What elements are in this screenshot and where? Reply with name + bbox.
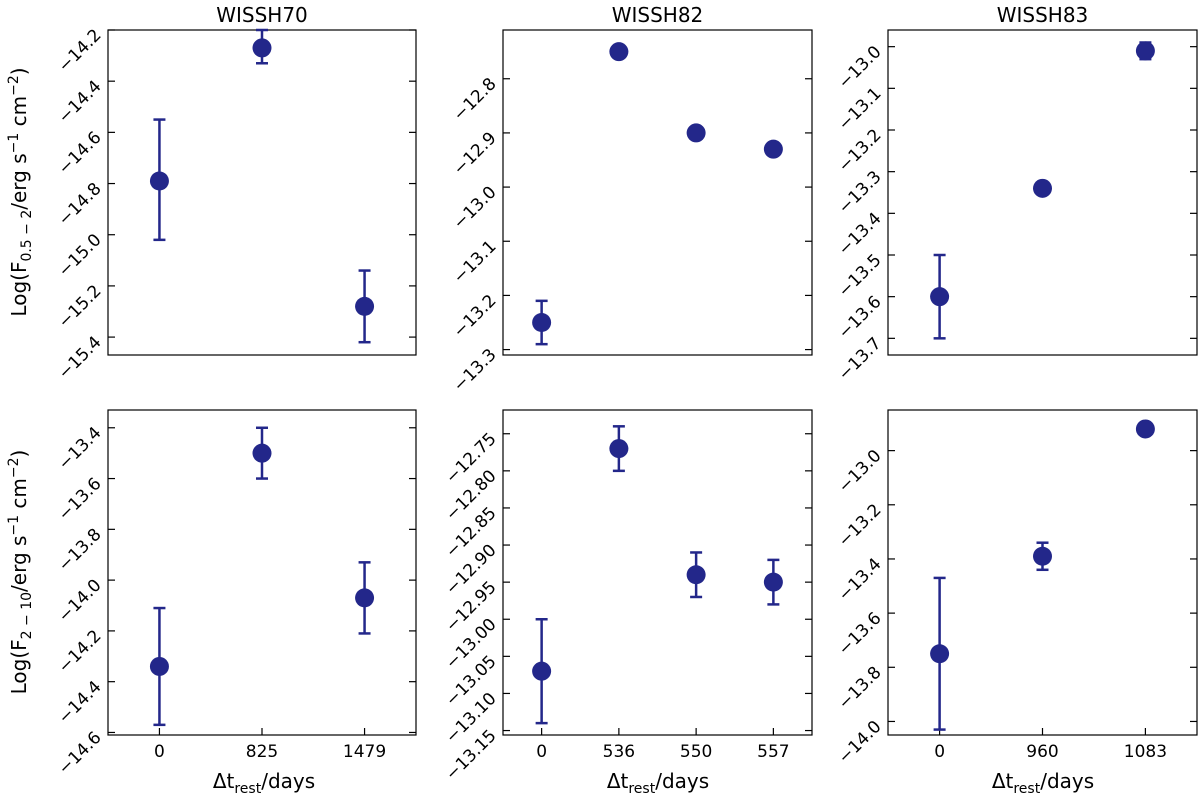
y-tick-label: −14.6 — [55, 128, 106, 179]
panel-3: −13.4−13.6−13.8−14.0−14.2−14.4−14.6 0 825 1… — [55, 409, 417, 779]
data-point — [1135, 41, 1155, 61]
data-point — [609, 42, 629, 62]
y-tick-label: −13.4 — [835, 554, 886, 605]
data-point — [686, 123, 706, 143]
plot-frame — [502, 29, 813, 356]
panel-title: WISSH82 — [612, 3, 704, 27]
panel-4: −12.75−12.80−12.85−12.90−12.95−13.00−13.… — [442, 409, 813, 785]
y-tick-label: −13.6 — [835, 292, 886, 343]
data-point — [355, 296, 375, 316]
data-point — [1033, 546, 1052, 566]
plot-frame — [502, 409, 813, 736]
plot-frame — [887, 409, 1198, 736]
data-point — [609, 439, 629, 459]
y-tick-label: −14.2 — [55, 25, 106, 76]
x-tick-label: 825 — [246, 742, 278, 762]
data-point — [532, 661, 552, 681]
y-tick-label: −13.8 — [835, 663, 886, 714]
x-tick-label: 1479 — [343, 742, 386, 762]
data-point — [149, 171, 169, 191]
x-tick-label: 550 — [680, 742, 712, 762]
panel-0: WISSH70 −14.2−14.4−14.6−14.8−15.0−15.2−15… — [55, 3, 417, 383]
y-tick-label: −15.2 — [55, 281, 106, 332]
data-point — [930, 644, 950, 664]
y-tick-label: −13.6 — [55, 474, 106, 525]
y-tick-label: −13.0 — [835, 446, 886, 497]
y-tick-label: −15.4 — [55, 332, 106, 383]
data-point — [930, 287, 950, 307]
x-tick-label: 1083 — [1124, 742, 1167, 762]
panels: WISSH70−14.2−14.4−14.6−14.8−15.0−15.2−15… — [55, 3, 1198, 785]
y-tick-label: −13.0 — [450, 182, 501, 233]
y-tick-label: −13.4 — [835, 209, 886, 260]
panel-1: WISSH82 −12.8−12.9−13.0−13.1−13.2−13.3 — [450, 3, 813, 396]
y-tick-label: −15.0 — [55, 230, 106, 281]
ylabel-bottom: Log(F2 − 10/erg s−1 cm−2) — [6, 450, 35, 695]
x-tick-label: 536 — [603, 742, 635, 762]
y-tick-label: −13.8 — [55, 525, 106, 576]
x-tick-label: 960 — [1026, 742, 1058, 762]
y-tick-label: −13.3 — [835, 167, 886, 218]
y-tick-label: −14.2 — [55, 626, 106, 677]
data-point — [149, 656, 169, 676]
y-tick-label: −13.2 — [835, 500, 886, 551]
data-point — [1033, 178, 1052, 198]
xlabel-col2: Δtrest/days — [992, 769, 1094, 797]
y-tick-label: −13.1 — [450, 237, 501, 288]
panel-2: WISSH83−13.0−13.1−13.2−13.3−13.4−13.5−13… — [835, 3, 1198, 385]
x-tick-label: 0 — [154, 742, 165, 762]
ylabel-top: Log(F0.5 − 2/erg s−1 cm−2) — [6, 67, 35, 316]
panel-5: −13.0−13.2−13.4−13.6−13.8−14.0 0 960 1083 — [835, 409, 1198, 768]
xlabel-col0: Δtrest/days — [213, 769, 315, 797]
data-point — [686, 565, 706, 585]
plot-frame — [887, 29, 1198, 356]
y-tick-label: −14.4 — [55, 677, 106, 728]
y-tick-label: −13.5 — [835, 250, 886, 301]
data-point — [355, 588, 375, 608]
x-tick-label: 557 — [757, 742, 789, 762]
y-tick-label: −14.0 — [835, 717, 886, 768]
y-tick-label: −13.2 — [835, 125, 886, 176]
y-tick-label: −13.2 — [450, 291, 501, 342]
y-tick-label: −12.8 — [450, 74, 501, 125]
y-tick-label: −14.0 — [55, 576, 106, 627]
y-tick-label: −13.4 — [55, 423, 106, 474]
y-tick-label: −14.4 — [55, 77, 106, 128]
panel-title: WISSH70 — [216, 3, 308, 27]
y-tick-label: −13.3 — [450, 345, 501, 396]
data-point — [763, 572, 783, 592]
xlabel-col1: Δtrest/days — [607, 769, 709, 797]
x-tick-label: 0 — [934, 742, 945, 762]
y-tick-label: −14.6 — [55, 728, 106, 779]
y-tick-label: −13.1 — [835, 84, 886, 135]
data-point — [252, 443, 272, 463]
data-point — [252, 38, 272, 58]
y-tick-label: −13.7 — [835, 334, 886, 385]
y-tick-label: −14.8 — [55, 179, 106, 230]
data-point — [1135, 419, 1155, 439]
y-tick-label: −13.6 — [835, 609, 886, 660]
y-tick-label: −12.9 — [450, 128, 501, 179]
panel-title: WISSH83 — [997, 3, 1089, 27]
data-point — [532, 313, 552, 332]
data-point — [763, 139, 783, 159]
y-tick-label: −13.0 — [835, 42, 886, 93]
x-tick-label: 0 — [536, 742, 547, 762]
